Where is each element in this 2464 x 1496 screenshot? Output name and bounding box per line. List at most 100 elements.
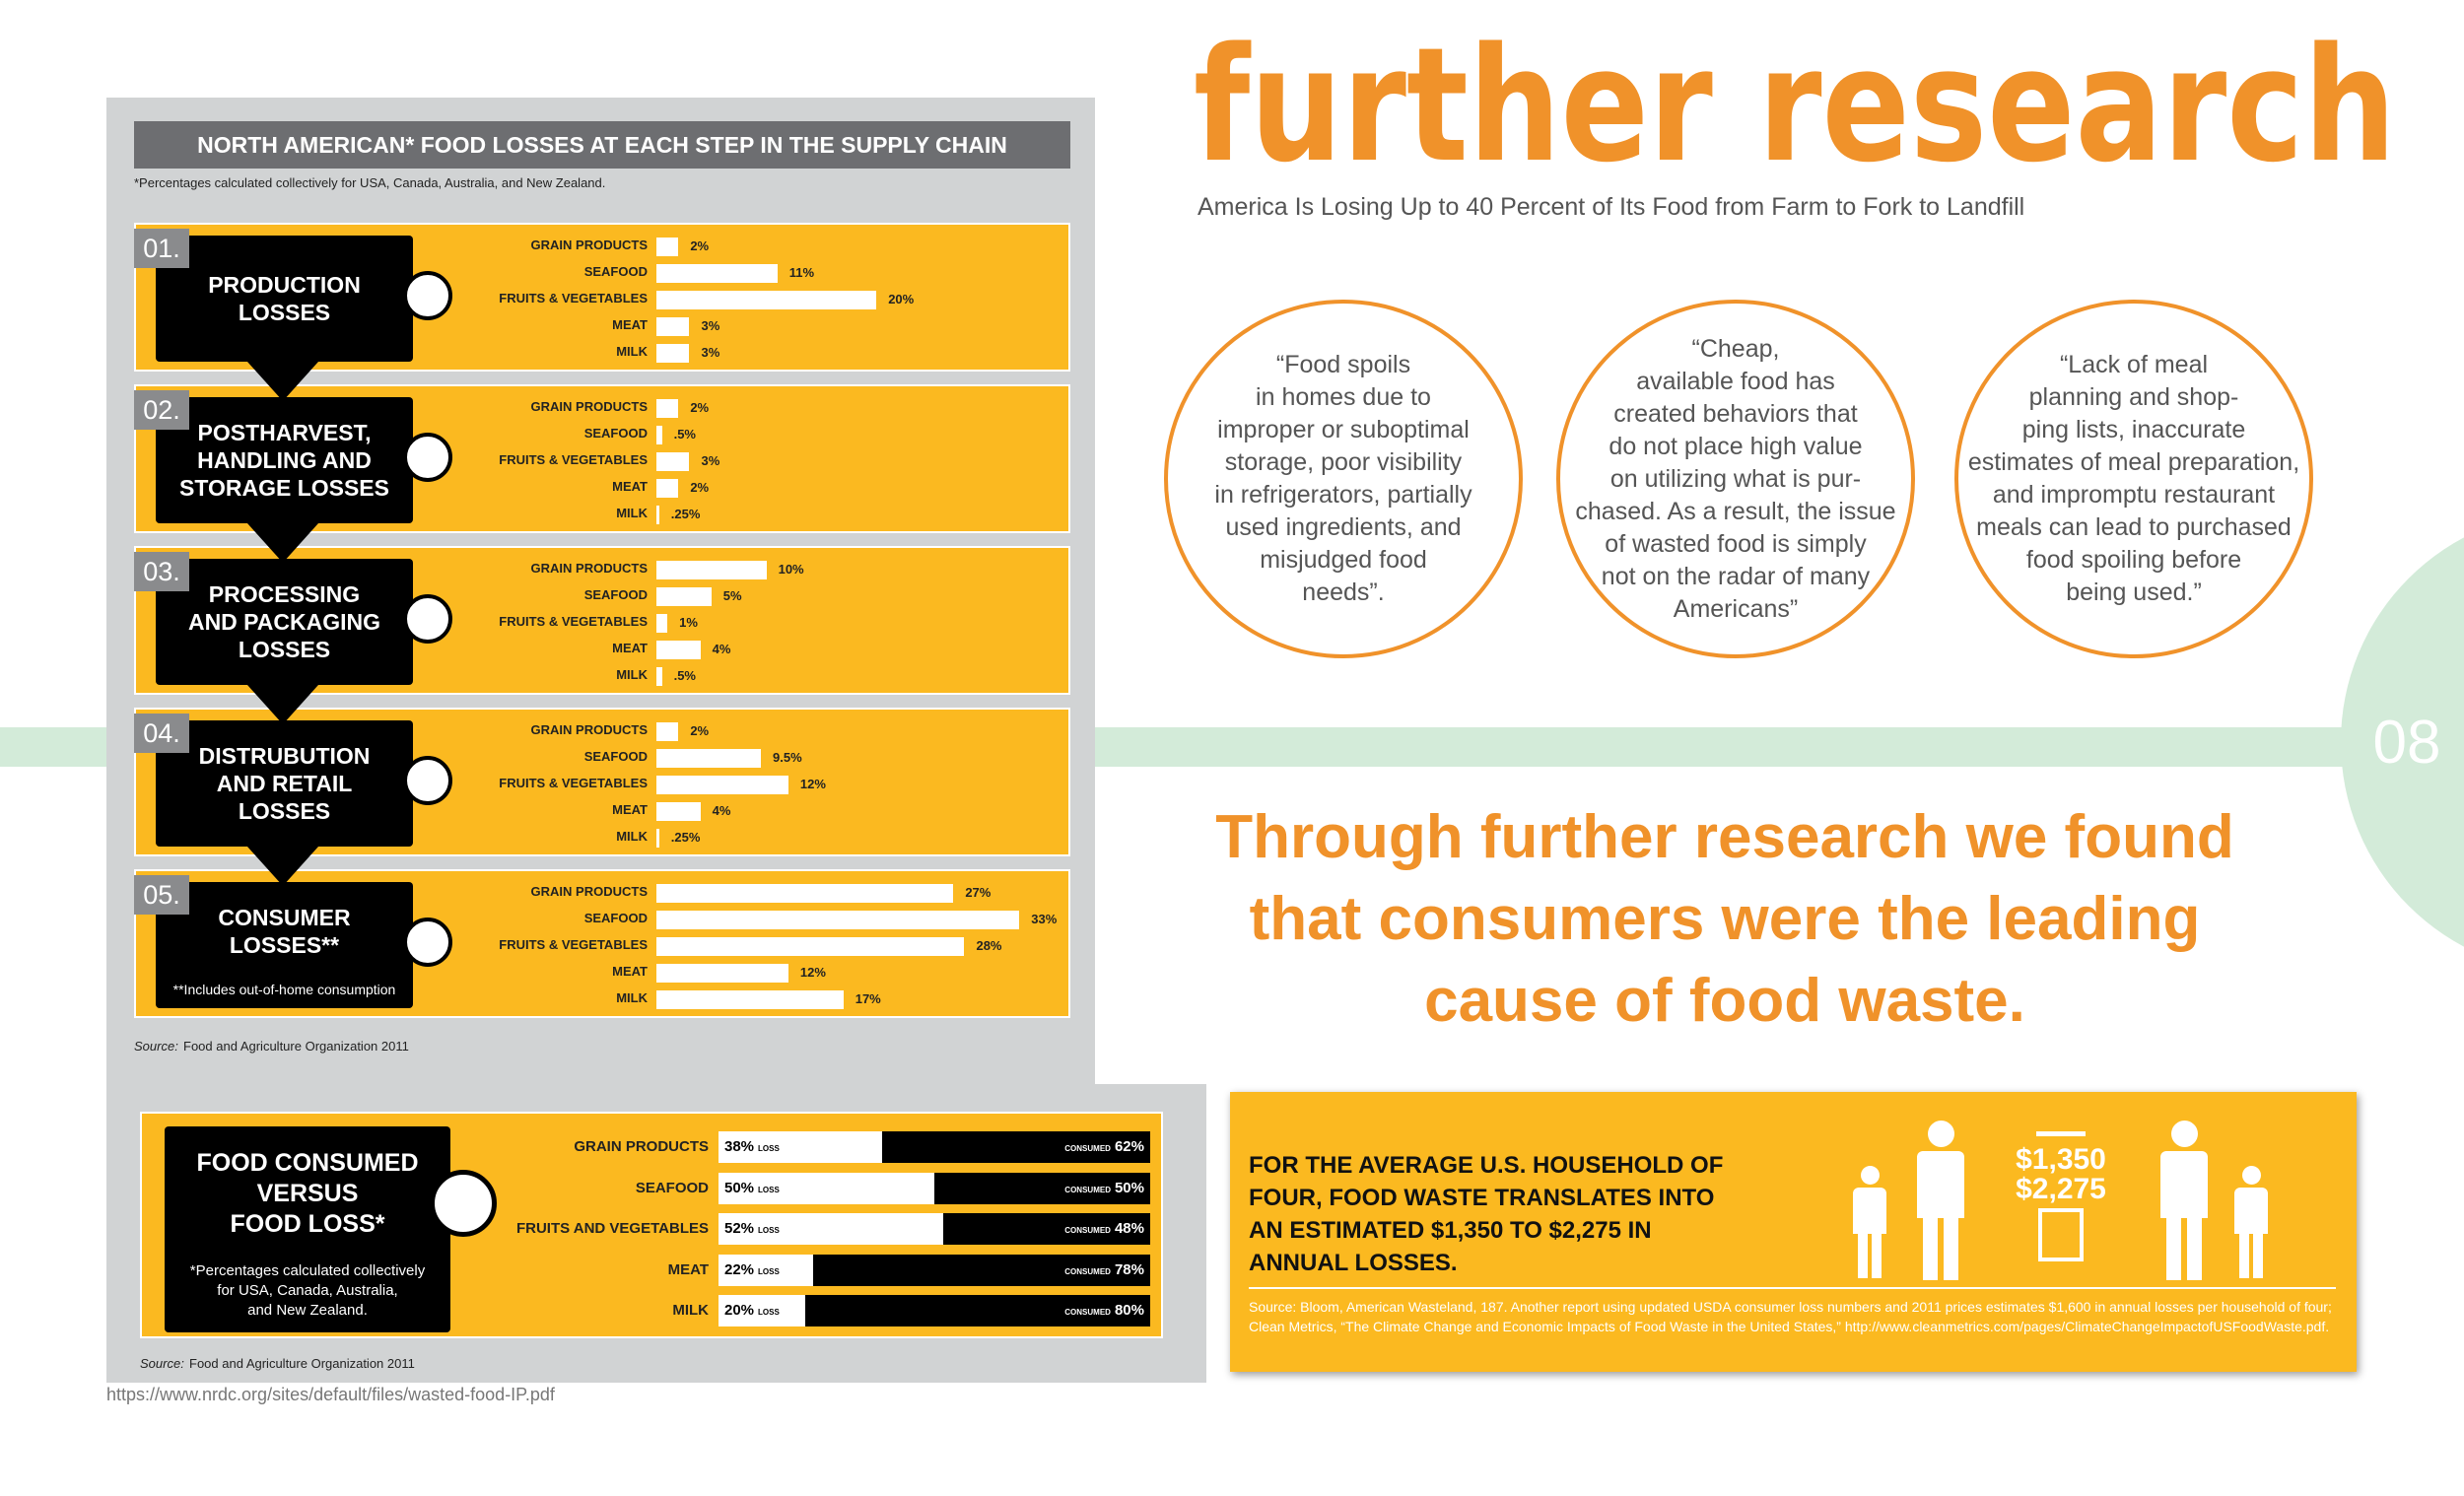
bar bbox=[656, 317, 690, 336]
bar bbox=[656, 776, 788, 794]
bar-segment bbox=[813, 1254, 1150, 1286]
subtitle: America Is Losing Up to 40 Percent of It… bbox=[1198, 193, 2025, 221]
url: https://www.nrdc.org/sites/default/files… bbox=[106, 1385, 555, 1404]
quote-text: “Food spoils in homes due to improper or… bbox=[1214, 351, 1472, 606]
value-label: 22% bbox=[724, 1260, 755, 1278]
series-name: LOSS bbox=[758, 1308, 780, 1317]
chart-icon bbox=[430, 1170, 497, 1237]
bar bbox=[656, 344, 690, 363]
trash-can bbox=[2038, 1208, 2084, 1261]
page-title: further research bbox=[1194, 20, 2396, 187]
trash-lid bbox=[2036, 1131, 2086, 1136]
value-label: 20% bbox=[888, 292, 915, 306]
category-label: FRUITS & VEGETABLES bbox=[499, 291, 648, 306]
bar bbox=[656, 937, 965, 956]
value-label: 2% bbox=[690, 723, 710, 738]
quote-circle: “Food spoils in homes due to improper or… bbox=[1164, 300, 1523, 658]
series-name: CONSUMED bbox=[1064, 1308, 1111, 1317]
category-label: GRAIN PRODUCTS bbox=[530, 399, 648, 414]
bar bbox=[656, 911, 1020, 929]
category-label: MILK bbox=[616, 344, 648, 359]
value-label: 17% bbox=[855, 991, 881, 1006]
person-body bbox=[1916, 1151, 1965, 1218]
bar-segment bbox=[934, 1172, 1150, 1204]
series-name: CONSUMED bbox=[1064, 1266, 1111, 1276]
series-name: LOSS bbox=[758, 1144, 780, 1153]
category-label: GRAIN PRODUCTS bbox=[530, 884, 648, 899]
quote-circle: “Lack of meal planning and shop- ping li… bbox=[1954, 300, 2313, 658]
value-label: 12% bbox=[799, 777, 826, 791]
category-label: FRUITS & VEGETABLES bbox=[499, 614, 648, 629]
value-label: 10% bbox=[778, 562, 804, 577]
series-name: LOSS bbox=[758, 1185, 780, 1194]
value-label: 50% bbox=[724, 1179, 755, 1196]
series-name: LOSS bbox=[758, 1266, 780, 1276]
bar bbox=[656, 667, 662, 686]
source-prefix: Source: bbox=[140, 1356, 184, 1371]
segment-label: CONSUMED 78% bbox=[813, 1261, 1144, 1279]
person-head bbox=[1927, 1121, 1954, 1147]
category-label: SEAFOOD bbox=[583, 426, 648, 441]
bar bbox=[656, 506, 659, 524]
value-label: 5% bbox=[722, 588, 742, 603]
person-body bbox=[2159, 1151, 2209, 1218]
bar bbox=[656, 291, 877, 309]
person-body bbox=[1852, 1187, 1887, 1235]
household-text: FOR THE AVERAGE U.S. HOUSEHOLD OF FOUR, … bbox=[1249, 1152, 1724, 1276]
bar-segment bbox=[882, 1131, 1150, 1163]
bar-segment bbox=[719, 1213, 943, 1245]
quote-text: “Cheap, available food has created behav… bbox=[1575, 334, 1896, 623]
value-label: 48% bbox=[1114, 1220, 1144, 1237]
segment-label: CONSUMED 50% bbox=[934, 1180, 1144, 1197]
person-leg bbox=[2186, 1213, 2202, 1280]
bar-segment bbox=[719, 1131, 883, 1163]
stage-icon bbox=[403, 918, 452, 967]
category-label: SEAFOOD bbox=[635, 1179, 709, 1196]
bar bbox=[656, 399, 679, 418]
category-label: MILK bbox=[616, 667, 648, 682]
stage-icon bbox=[403, 433, 452, 482]
category-label: MILK bbox=[616, 829, 648, 844]
stage-number: 05. bbox=[134, 875, 189, 915]
source-prefix: Source: bbox=[134, 1039, 178, 1054]
category-label: GRAIN PRODUCTS bbox=[530, 238, 648, 252]
page-number: 08 bbox=[2372, 709, 2441, 777]
value-label: .5% bbox=[673, 668, 696, 683]
source: Food and Agriculture Organization 2011 bbox=[183, 1039, 409, 1054]
bar bbox=[656, 884, 954, 903]
value-label: .25% bbox=[670, 507, 701, 521]
stage-label: POSTHARVEST, HANDLING AND STORAGE LOSSES bbox=[156, 397, 413, 523]
bar bbox=[656, 722, 679, 741]
category-label: MEAT bbox=[612, 317, 648, 332]
category-label: GRAIN PRODUCTS bbox=[574, 1138, 709, 1155]
chart-note: *Percentages calculated collectively for… bbox=[134, 175, 606, 190]
value-label: 52% bbox=[724, 1220, 755, 1237]
category-label: SEAFOOD bbox=[583, 264, 648, 279]
segment-label: CONSUMED 80% bbox=[805, 1302, 1144, 1320]
value-label: 78% bbox=[1114, 1260, 1144, 1278]
value-label: 1% bbox=[679, 615, 698, 630]
value-label: 2% bbox=[690, 400, 710, 415]
category-label: MEAT bbox=[612, 964, 648, 979]
segment-label: 38% LOSS bbox=[724, 1138, 784, 1156]
category-label: MEAT bbox=[612, 802, 648, 817]
category-label: MEAT bbox=[667, 1260, 709, 1278]
bar-segment bbox=[719, 1295, 805, 1326]
stage-number: 03. bbox=[134, 552, 189, 591]
category-label: SEAFOOD bbox=[583, 749, 648, 764]
value-label: 3% bbox=[701, 318, 720, 333]
category-label: MILK bbox=[672, 1302, 709, 1319]
chart-title: FOOD CONSUMED VERSUS FOOD LOSS* bbox=[196, 1149, 419, 1238]
stage-box bbox=[156, 559, 413, 685]
bar bbox=[656, 587, 712, 606]
bar bbox=[656, 964, 788, 983]
category-label: GRAIN PRODUCTS bbox=[530, 722, 648, 737]
person-head bbox=[2241, 1166, 2261, 1185]
value-label: 28% bbox=[976, 938, 1002, 953]
bar bbox=[656, 749, 762, 768]
stage-name: POSTHARVEST, HANDLING AND STORAGE LOSSES bbox=[178, 420, 389, 501]
value-label: 12% bbox=[799, 965, 826, 980]
value-label: 50% bbox=[1114, 1179, 1144, 1196]
value-label: .5% bbox=[673, 427, 696, 442]
value-label: 11% bbox=[788, 265, 815, 280]
